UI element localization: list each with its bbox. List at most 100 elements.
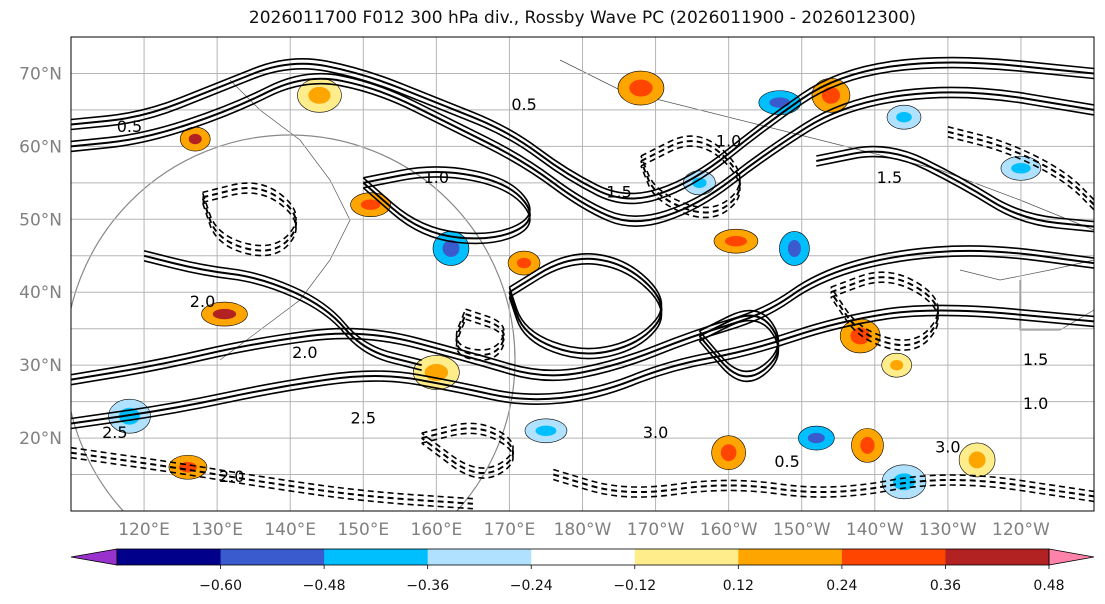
pc-contour-positive (71, 304, 1094, 420)
pc-contour-copy (71, 82, 1094, 227)
pc-contour-copy (698, 309, 780, 373)
pc-contour-copy (553, 468, 1094, 493)
pc-contour-negative (640, 135, 741, 209)
pc-contour-positive (698, 314, 780, 378)
lon-tick-label: 130°W (919, 520, 977, 540)
map-frame (70, 36, 1095, 512)
pc-contour-negative (71, 456, 473, 510)
colorbar-segment (531, 549, 636, 565)
lon-tick-label: 180°W (554, 520, 612, 540)
lat-tick-label: 30°N (19, 356, 62, 376)
pc-contour-copy (421, 422, 514, 469)
colorbar-tick-label: 0.48 (1033, 578, 1064, 594)
gridlines (71, 37, 1094, 511)
divergence-blob-core (720, 444, 737, 462)
contour-label: 1.5 (606, 182, 631, 201)
divergence-fill-layer (108, 70, 1042, 500)
lat-tick-label: 70°N (19, 64, 62, 84)
pc-contour-copy (816, 155, 1094, 233)
pc-contour-copy (816, 145, 1094, 223)
divergence-blob-core (188, 133, 202, 145)
pc-contour-copy (640, 145, 741, 219)
coastline (219, 79, 351, 361)
pc-contour-copy (71, 245, 1094, 376)
pc-contour-positive (71, 66, 1094, 205)
pc-contour-negative (421, 422, 514, 469)
pc-contour-negative (553, 468, 1094, 493)
contour-label: 2.0 (190, 292, 215, 311)
divergence-blob-core (807, 432, 825, 444)
divergence-blob-core (787, 240, 801, 257)
pc-contour-positive (816, 150, 1094, 228)
contour-label: 2.5 (351, 408, 376, 427)
colorbar-tick-label: 0.12 (723, 578, 754, 594)
divergence-blob-core (821, 86, 841, 104)
contour-label: 1.0 (424, 168, 449, 187)
contour-label: 0.5 (117, 117, 142, 136)
pc-contour-negative (455, 313, 505, 356)
pc-contour-negative (830, 281, 939, 351)
colorbar-segment (427, 549, 532, 565)
contour-label: 0.5 (511, 95, 536, 114)
pc-contour-positive (816, 145, 1094, 223)
contour-label: 1.5 (1023, 350, 1048, 369)
pc-contour-negative (830, 271, 939, 341)
pc-contour-negative (947, 126, 1094, 201)
pc-contour-copy (71, 56, 1094, 195)
divergence-blob-core (629, 79, 653, 97)
pc-contour-copy (508, 253, 663, 350)
pc-contour-copy (71, 66, 1094, 205)
pc-contour-negative (201, 182, 297, 247)
pc-contour-layer (71, 56, 1094, 510)
pc-contour-negative (830, 276, 940, 347)
pc-contour-copy (71, 446, 473, 500)
pc-contour-negative (201, 192, 297, 257)
colorbar-frame (116, 548, 1050, 566)
pc-contour-copy (640, 135, 741, 209)
pc-contour-positive (71, 309, 1094, 425)
pc-contour-positive (71, 61, 1094, 200)
contour-label-layer: 0.5 1.0 1.5 2.0 2.5 3.0 0.5 1.0 1.5 2.0 2.5 3.0 0.5 1… (102, 95, 1048, 486)
pc-contour-negative (201, 187, 298, 252)
pc-contour-negative (553, 473, 1094, 498)
pc-contour-copy (201, 192, 297, 257)
contour-label: 1.0 (1023, 394, 1048, 413)
pc-contour-negative (455, 308, 505, 351)
colorbar-tick-label: 0.36 (930, 578, 961, 594)
lon-tick-label: 160°W (700, 520, 758, 540)
divergence-blob-core (442, 240, 460, 257)
lat-tick-label: 60°N (19, 137, 62, 157)
contour-label: 1.0 (716, 131, 741, 150)
contour-label: 0.5 (774, 452, 799, 471)
pc-contour-positive (71, 245, 1094, 376)
divergence-blob-core (850, 327, 870, 345)
lon-tick-label: 140°E (264, 520, 316, 540)
pc-contour-copy (947, 126, 1094, 201)
divergence-blob-core (724, 235, 747, 247)
pc-contour-negative (421, 427, 515, 475)
pc-contour-negative (640, 145, 741, 219)
colorbar-segment (324, 549, 429, 565)
divergence-blob-core (896, 112, 912, 123)
pc-contour-copy (201, 182, 297, 247)
contour-label: 1.5 (877, 168, 902, 187)
pc-contour-positive (362, 176, 531, 245)
pc-contour-positive (71, 82, 1094, 227)
colorbar-tick-label: 0.24 (826, 578, 857, 594)
divergence-blob-core (212, 308, 237, 320)
colorbar-segment (117, 549, 222, 565)
lat-tick-label: 50°N (19, 210, 62, 230)
divergence-blob-core (968, 451, 986, 469)
pc-contour-positive (698, 309, 780, 373)
colorbar: −0.60 −0.48 −0.36 −0.24 −0.12 0.12 0.24 0.36 0.4… (70, 548, 1095, 594)
pc-contour-positive (362, 166, 531, 235)
colorbar-segment (841, 549, 946, 565)
contour-label: 2.0 (292, 343, 317, 362)
pc-contour-copy (362, 176, 531, 245)
pc-contour-positive (816, 155, 1094, 233)
pc-contour-negative (71, 446, 473, 500)
lon-tick-label: 130°E (191, 520, 243, 540)
lon-tick-label: 120°W (992, 520, 1050, 540)
contour-label: 2.5 (102, 423, 127, 442)
pc-contour-positive (71, 56, 1094, 195)
